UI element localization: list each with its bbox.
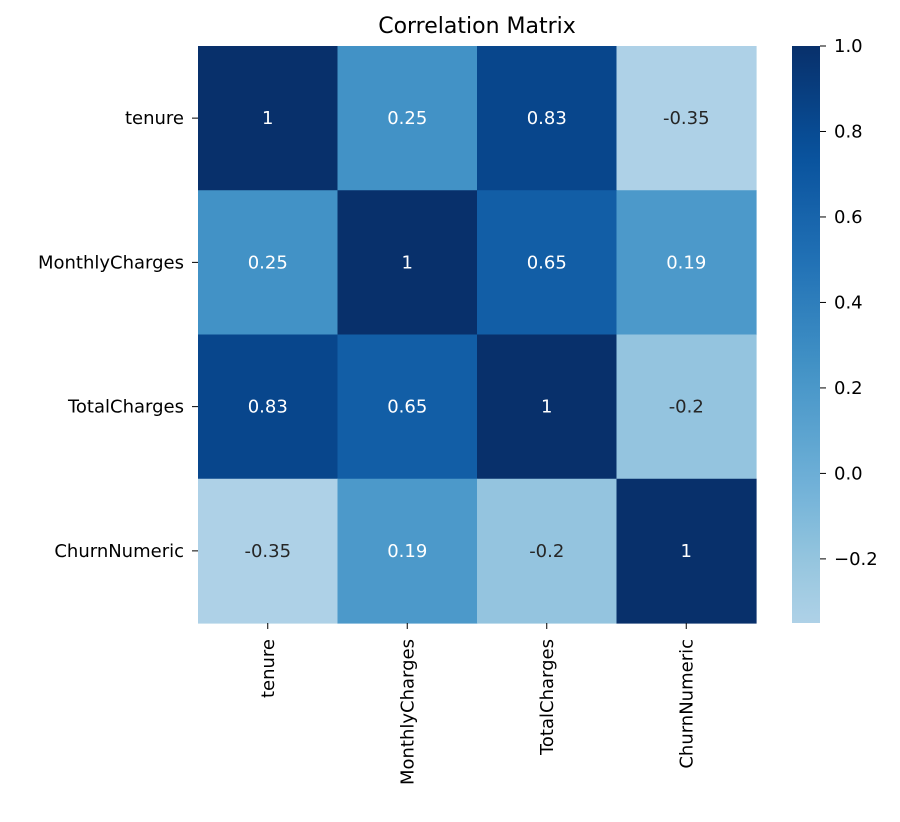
- x-tick-label: tenure: [258, 639, 279, 698]
- chart-title: Correlation Matrix: [378, 14, 576, 39]
- heatmap-cell: [477, 46, 618, 191]
- x-tick-label: MonthlyCharges: [397, 639, 418, 785]
- colorbar-tick-label: −0.2: [834, 549, 878, 570]
- cell-value-label: 0.65: [387, 397, 427, 418]
- colorbar-tick-label: 0.2: [834, 378, 863, 399]
- cell-value-label: 0.19: [666, 252, 706, 273]
- heatmap-cell: [616, 46, 757, 191]
- y-tick-label: tenure: [125, 108, 184, 129]
- heatmap-cell: [198, 334, 339, 480]
- row-labels: tenure MonthlyCharges TotalCharges ChurnNum…: [38, 108, 198, 562]
- heatmap-cell: [337, 478, 478, 624]
- cell-value-label: 1: [402, 252, 413, 273]
- colorbar-tick-label: 1.0: [834, 36, 863, 57]
- cell-value-label: 0.65: [527, 252, 567, 273]
- cell-value-label: 0.19: [387, 541, 427, 562]
- heatmap-cell: [198, 190, 339, 336]
- heatmap-cell: [477, 190, 618, 336]
- cell-value-label: 1: [541, 397, 552, 418]
- colorbar-tick-label: 0.4: [834, 292, 863, 313]
- cell-value-label: 0.25: [248, 252, 288, 273]
- heatmap-cell: [616, 190, 757, 336]
- cell-value-label: 1: [681, 541, 692, 562]
- colorbar: 1.0 0.8 0.6 0.4 0.2 0.0 −0.2: [792, 36, 878, 623]
- colorbar-tick-label: 0.6: [834, 207, 863, 228]
- heatmap-cell: [337, 334, 478, 480]
- heatmap-cell: [337, 46, 478, 191]
- heatmap-cell: [337, 190, 478, 336]
- cell-value-label: 1: [262, 108, 273, 129]
- heatmap-cell: [477, 478, 618, 624]
- heatmap-cell: [616, 478, 757, 624]
- heatmap-cell: [477, 334, 618, 480]
- cell-value-label: 0.83: [248, 397, 288, 418]
- heatmap-cell: [198, 46, 339, 191]
- cell-value-label: -0.35: [663, 108, 710, 129]
- colorbar-gradient: [792, 46, 820, 623]
- cell-value-label: -0.35: [244, 541, 291, 562]
- y-tick-label: ChurnNumeric: [54, 541, 184, 562]
- y-tick-label: TotalCharges: [67, 397, 184, 418]
- cell-value-label: 0.25: [387, 108, 427, 129]
- cell-value-label: 0.83: [527, 108, 567, 129]
- colorbar-tick-label: 0.0: [834, 463, 863, 484]
- cell-value-label: -0.2: [669, 397, 704, 418]
- column-labels: tenure MonthlyCharges TotalCharges ChurnNum…: [258, 623, 697, 785]
- y-tick-label: MonthlyCharges: [38, 252, 184, 273]
- heatmap-cell: [198, 478, 339, 624]
- heatmap-cell: [616, 334, 757, 480]
- heatmap-grid: 1 0.25 0.83 -0.35 0.25 1 0.65 0.19 0.83 0.65 1 -0.2…: [198, 46, 757, 624]
- x-tick-label: ChurnNumeric: [676, 639, 697, 769]
- x-tick-label: TotalCharges: [537, 639, 558, 756]
- colorbar-tick-label: 0.8: [834, 121, 863, 142]
- cell-value-label: -0.2: [529, 541, 564, 562]
